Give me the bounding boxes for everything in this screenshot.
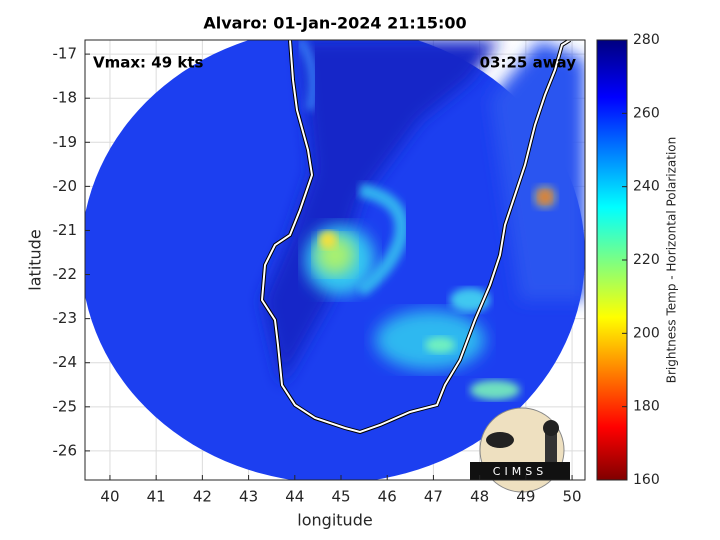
y-axis-label: latitude <box>26 229 45 290</box>
x-tick-label: 41 <box>147 488 166 506</box>
y-tick-label: -18 <box>53 89 78 107</box>
logo-text: CIMSS <box>493 465 547 478</box>
y-tick-label: -23 <box>53 309 78 327</box>
y-tick-label: -22 <box>53 265 78 283</box>
x-tick-label: 48 <box>470 488 489 506</box>
colorbar-tick-label: 280 <box>633 32 660 48</box>
axes-border <box>84 39 586 481</box>
y-tick-label: -19 <box>53 133 78 151</box>
colorbar-tick-label: 160 <box>633 472 660 488</box>
x-tick-label: 46 <box>378 488 397 506</box>
x-tick-label: 43 <box>239 488 258 506</box>
colorbar-tick-label: 260 <box>633 105 660 121</box>
colorbar-tick-label: 240 <box>633 179 660 195</box>
y-tick-label: -24 <box>53 353 78 371</box>
logo: CIMSS <box>470 407 570 493</box>
satellite-image <box>85 40 585 480</box>
x-tick-label: 40 <box>100 488 119 506</box>
x-tick-label: 45 <box>331 488 350 506</box>
colorbar-label: Brightness Temp - Horizontal Polarizatio… <box>665 137 679 384</box>
colorbar-tick-label: 200 <box>633 325 660 341</box>
x-tick-label: 50 <box>563 488 582 506</box>
vmax-label: Vmax: 49 kts <box>93 54 203 72</box>
title: Alvaro: 01-Jan-2024 21:15:00 <box>203 14 466 33</box>
y-tick-label: -25 <box>53 397 78 415</box>
coastline <box>259 40 572 435</box>
colorbar-tick-label: 180 <box>633 399 660 415</box>
x-tick-label: 42 <box>193 488 212 506</box>
x-axis-label: longitude <box>297 511 372 530</box>
x-tick-label: 47 <box>424 488 443 506</box>
time-away-label: 03:25 away <box>480 54 577 72</box>
colorbar-tick-label: 220 <box>633 252 660 268</box>
y-tick-label: -26 <box>53 441 78 459</box>
y-tick-label: -21 <box>53 221 78 239</box>
y-tick-label: -17 <box>53 45 78 63</box>
x-tick-label: 44 <box>285 488 304 506</box>
y-tick-label: -20 <box>53 177 78 195</box>
x-tick-label: 49 <box>516 488 535 506</box>
